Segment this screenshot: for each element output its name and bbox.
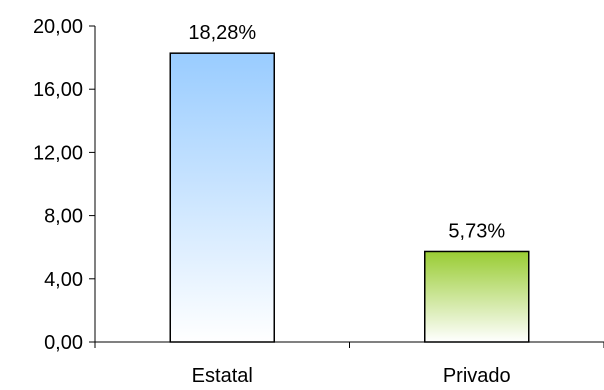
x-category-label: Privado (443, 365, 511, 385)
y-tick-label: 20,00 (33, 16, 83, 38)
x-category-label: Estatal (192, 365, 253, 385)
y-tick-label: 8,00 (44, 206, 83, 228)
bar-estatal (169, 52, 275, 343)
y-tick-label: 12,00 (33, 142, 83, 164)
axes-layer (89, 25, 604, 348)
bars-layer (169, 52, 530, 343)
bar-privado (424, 250, 530, 343)
data-label: 5,73% (448, 220, 505, 242)
data-label: 18,28% (188, 22, 256, 44)
y-tick-label: 16,00 (33, 79, 83, 101)
y-tick-label: 4,00 (44, 269, 83, 291)
labels-layer: 0,00 4,00 8,00 12,00 16,00 20,00 18,28% Estatal… (33, 16, 511, 387)
y-tick-label: 0,00 (44, 332, 83, 354)
